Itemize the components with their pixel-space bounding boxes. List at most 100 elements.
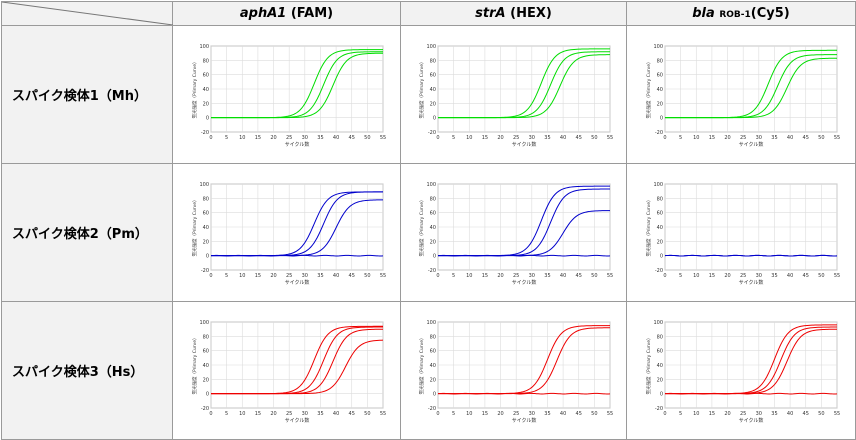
amplification-curve	[210, 339, 383, 394]
x-tick-label: 5	[679, 135, 682, 141]
x-tick-label: 40	[559, 135, 565, 141]
corner-diagonal	[2, 2, 173, 25]
x-tick-label: 5	[225, 411, 228, 417]
x-tick-label: 25	[285, 135, 291, 141]
x-tick-label: 55	[834, 411, 840, 417]
x-tick-label: 15	[254, 411, 260, 417]
x-tick-label: 15	[481, 135, 487, 141]
x-tick-label: 20	[497, 273, 503, 279]
x-tick-label: 15	[709, 273, 715, 279]
x-tick-label: 50	[591, 273, 597, 279]
x-tick-label: 45	[348, 135, 354, 141]
x-tick-label: 45	[575, 411, 581, 417]
y-tick-label: 60	[657, 72, 663, 78]
y-tick-label: 80	[202, 334, 208, 340]
y-tick-label: 0	[205, 253, 208, 259]
x-tick-label: 35	[317, 273, 323, 279]
x-tick-label: 15	[481, 273, 487, 279]
y-tick-label: 100	[653, 182, 663, 188]
dye-label: (HEX)	[505, 6, 552, 21]
gene-name: aphA1	[239, 6, 287, 21]
y-tick-label: 0	[205, 115, 208, 121]
x-tick-label: 35	[317, 411, 323, 417]
amplification-curve	[437, 53, 610, 118]
y-tick-label: 40	[429, 87, 435, 93]
x-tick-label: 0	[209, 411, 212, 417]
y-tick-label: 80	[202, 196, 208, 202]
chart-cell: 100 80 60 40 20 0 -20 0 5 10 15 20 25 30 35 40 45 50 55 サイク…	[172, 301, 401, 440]
row-label: スパイク検体3（Hs）	[1, 301, 173, 440]
y-tick-label: 0	[660, 253, 663, 259]
x-tick-label: 15	[254, 273, 260, 279]
y-tick-label: 60	[657, 210, 663, 216]
y-tick-label: 0	[432, 115, 435, 121]
x-tick-label: 50	[364, 135, 370, 141]
x-tick-label: 5	[452, 273, 455, 279]
x-tick-label: 10	[693, 273, 699, 279]
y-tick-label: 20	[429, 377, 435, 383]
x-tick-label: 5	[225, 273, 228, 279]
y-axis-label: 蛍光強度（Primary Curve）	[418, 197, 425, 256]
y-tick-label: 100	[653, 320, 663, 326]
y-tick-label: 40	[202, 363, 208, 369]
x-tick-label: 0	[663, 273, 666, 279]
x-tick-label: 0	[436, 135, 439, 141]
x-axis-label: サイクル数	[284, 141, 309, 148]
x-tick-label: 30	[301, 273, 307, 279]
x-tick-label: 40	[332, 273, 338, 279]
x-tick-label: 50	[818, 411, 824, 417]
x-tick-label: 15	[481, 411, 487, 417]
y-tick-label: 0	[205, 391, 208, 397]
x-tick-label: 45	[575, 273, 581, 279]
x-tick-label: 35	[771, 411, 777, 417]
x-tick-label: 10	[239, 135, 245, 141]
x-axis-label: サイクル数	[739, 279, 764, 286]
x-tick-label: 20	[724, 411, 730, 417]
x-tick-label: 0	[209, 135, 212, 141]
chart-cell: 100 80 60 40 20 0 -20 0 5 10 15 20 25 30 35 40 45 50 55 サイク…	[400, 301, 627, 440]
y-tick-label: 20	[202, 377, 208, 383]
y-tick-label: 0	[660, 391, 663, 397]
x-tick-label: 5	[679, 411, 682, 417]
x-tick-label: 0	[209, 273, 212, 279]
amplification-curve	[437, 254, 610, 256]
x-tick-label: 5	[452, 135, 455, 141]
x-axis-label: サイクル数	[511, 279, 536, 286]
y-axis-label: 蛍光強度（Primary Curve）	[191, 335, 198, 394]
x-tick-label: 40	[787, 273, 793, 279]
y-tick-label: 80	[202, 58, 208, 64]
x-tick-label: 45	[575, 135, 581, 141]
y-tick-label: 80	[657, 58, 663, 64]
x-tick-label: 55	[606, 135, 612, 141]
y-tick-label: 100	[199, 44, 209, 50]
y-tick-label: 60	[429, 72, 435, 78]
y-axis-label: 蛍光強度（Primary Curve）	[645, 197, 652, 256]
column-header: bla ROB-1(Cy5)	[626, 1, 856, 26]
y-axis-label: 蛍光強度（Primary Curve）	[645, 335, 652, 394]
chart-cell: 100 80 60 40 20 0 -20 0 5 10 15 20 25 30 35 40 45 50 55 サイク…	[626, 25, 856, 164]
y-axis-label: 蛍光強度（Primary Curve）	[191, 59, 198, 118]
y-tick-label: 20	[657, 239, 663, 245]
gene-name: bla	[692, 6, 715, 21]
x-tick-label: 35	[771, 135, 777, 141]
y-tick-label: -20	[655, 406, 663, 412]
x-axis-label: サイクル数	[511, 417, 536, 424]
x-tick-label: 30	[528, 273, 534, 279]
dye-label: (Cy5)	[750, 6, 790, 21]
x-tick-label: 30	[528, 411, 534, 417]
column-header: strA (HEX)	[400, 1, 627, 26]
column-header: aphA1 (FAM)	[172, 1, 401, 26]
row-label: スパイク検体2（Pm）	[1, 163, 173, 302]
chart-cell: 100 80 60 40 20 0 -20 0 5 10 15 20 25 30 35 40 45 50 55 サイク…	[172, 163, 401, 302]
y-tick-label: 80	[429, 334, 435, 340]
row-label: スパイク検体1（Mh）	[1, 25, 173, 164]
y-tick-label: -20	[200, 268, 208, 274]
y-tick-label: 0	[432, 391, 435, 397]
